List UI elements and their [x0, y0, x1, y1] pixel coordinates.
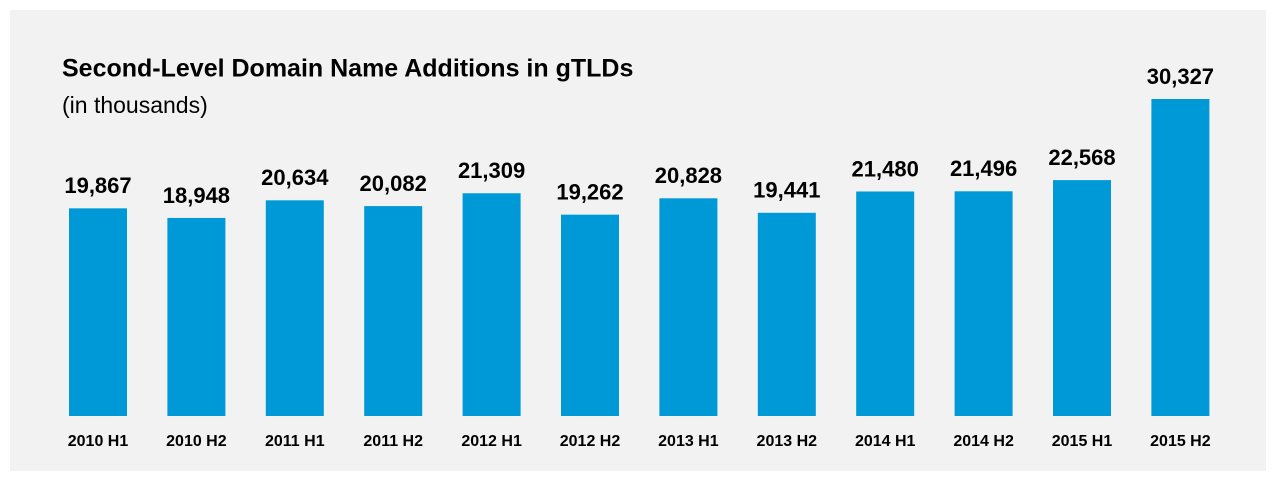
bar [561, 214, 619, 416]
x-tick-label: 2013 H1 [658, 433, 719, 450]
x-tick-label: 2014 H2 [953, 433, 1014, 450]
x-tick-label: 2011 H1 [265, 433, 325, 450]
value-label: 30,327 [1147, 64, 1214, 89]
x-tick-label: 2012 H1 [461, 433, 522, 450]
x-tick-label: 2010 H1 [68, 433, 129, 450]
value-label: 21,309 [458, 158, 525, 183]
bar [954, 191, 1013, 416]
bar [462, 193, 521, 416]
value-label: 19,441 [753, 178, 820, 203]
value-label: 20,082 [360, 171, 427, 196]
chart-title: Second-Level Domain Name Additions in gT… [62, 55, 633, 83]
bar [1053, 180, 1111, 416]
value-label: 20,634 [261, 165, 329, 190]
value-label: 21,480 [852, 156, 919, 181]
x-tick-label: 2013 H2 [757, 433, 818, 450]
bar [364, 206, 423, 416]
value-label: 18,948 [163, 183, 230, 208]
value-label: 19,867 [64, 173, 131, 198]
x-tick-label: 2015 H1 [1052, 433, 1113, 450]
value-label: 20,828 [655, 163, 722, 188]
bar [69, 208, 127, 416]
bar [856, 191, 915, 416]
bar [1151, 99, 1210, 416]
bar [659, 198, 718, 416]
chart-subtitle: (in thousands) [62, 92, 208, 118]
x-tick-label: 2014 H1 [855, 433, 916, 450]
x-tick-label: 2011 H2 [363, 433, 423, 450]
bar [167, 217, 226, 416]
bar [265, 200, 324, 416]
value-label: 21,496 [950, 156, 1017, 181]
value-label: 19,262 [556, 179, 623, 204]
x-tick-label: 2010 H2 [166, 433, 227, 450]
x-tick-label: 2015 H2 [1150, 433, 1211, 450]
bar [757, 212, 816, 416]
x-tick-label: 2012 H2 [560, 433, 621, 450]
value-label: 22,568 [1048, 145, 1115, 170]
